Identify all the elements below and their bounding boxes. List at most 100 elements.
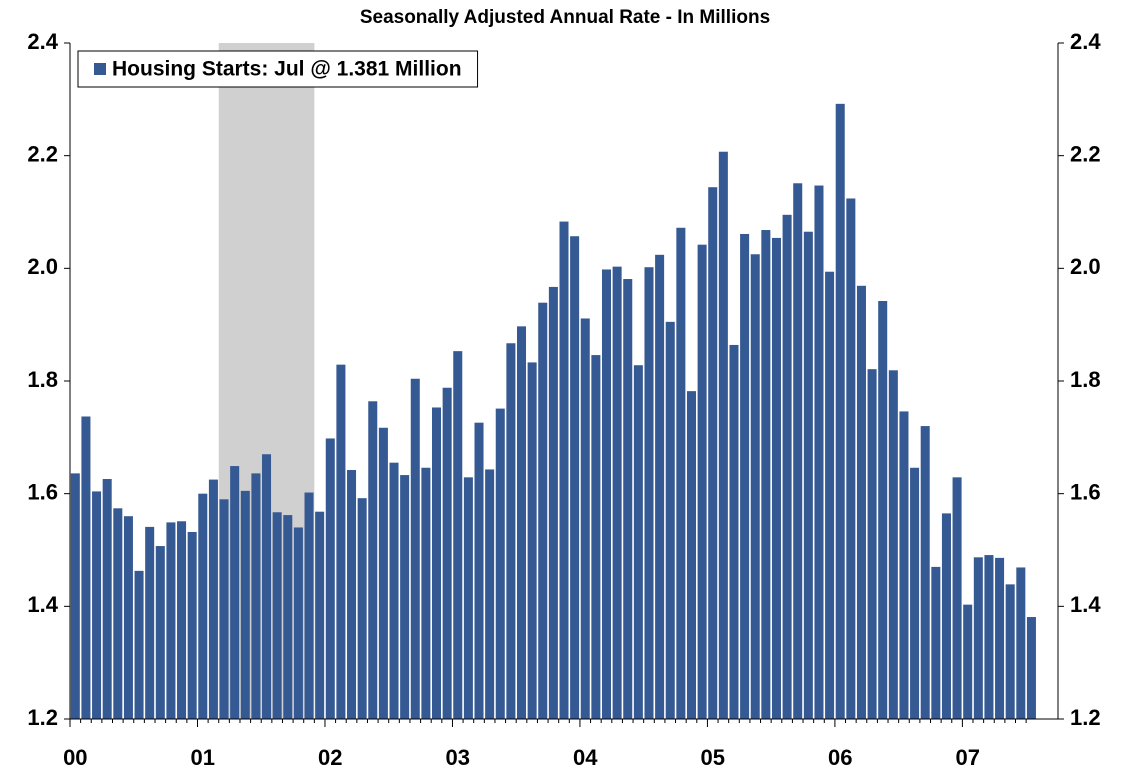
bar [155, 546, 165, 719]
bar [803, 231, 813, 719]
bar [145, 526, 155, 719]
bar [995, 557, 1005, 719]
bar [655, 254, 665, 719]
bar [347, 470, 357, 719]
bar [495, 408, 505, 719]
x-tick-label: 00 [63, 745, 87, 770]
bar [463, 477, 473, 719]
bar [177, 521, 187, 719]
bar [665, 321, 675, 719]
bar [941, 513, 951, 719]
y-tick-label: 2.0 [27, 254, 58, 279]
bar [251, 473, 261, 719]
bar [718, 151, 728, 719]
bar [963, 604, 973, 719]
bar [814, 185, 824, 720]
bar [432, 407, 442, 719]
bar [357, 498, 367, 719]
bar [623, 279, 633, 719]
bar [793, 183, 803, 719]
bar [708, 187, 718, 720]
bar [474, 422, 484, 719]
bar [453, 351, 463, 719]
bar [283, 515, 293, 719]
bar [984, 555, 994, 719]
legend-box [77, 50, 479, 88]
bar [548, 286, 558, 719]
bar [113, 508, 123, 719]
bar [612, 266, 622, 719]
bar [835, 103, 845, 720]
y2-tick-label: 2.2 [1070, 141, 1101, 166]
bar [676, 227, 686, 720]
x-tick-label: 06 [828, 745, 852, 770]
y2-tick-label: 2.4 [1070, 29, 1101, 54]
bar [761, 230, 771, 719]
bar [315, 511, 325, 719]
bar [506, 343, 516, 719]
bar [187, 531, 197, 719]
bar [899, 411, 909, 719]
y-tick-label: 2.4 [27, 29, 58, 54]
y-tick-label: 1.6 [27, 479, 58, 504]
bar [389, 462, 399, 719]
bar [750, 254, 760, 719]
y-tick-label: 1.4 [27, 592, 58, 617]
bar [825, 271, 835, 719]
x-tick-label: 01 [191, 745, 215, 770]
bar [559, 221, 569, 719]
bar [782, 214, 792, 720]
x-tick-label: 03 [446, 745, 470, 770]
bar [442, 387, 452, 719]
bar [952, 477, 962, 719]
bar [633, 365, 643, 719]
bar [368, 401, 378, 719]
x-tick-label: 05 [700, 745, 724, 770]
y-tick-label: 1.2 [27, 705, 58, 730]
x-tick-label: 04 [573, 745, 598, 770]
bar [400, 475, 410, 719]
bar [686, 391, 696, 719]
bar [92, 491, 102, 719]
bar [973, 557, 983, 719]
x-tick-label: 02 [318, 745, 342, 770]
y2-tick-label: 1.8 [1070, 367, 1101, 392]
y-tick-label: 1.8 [27, 367, 58, 392]
bar [591, 355, 601, 719]
y2-tick-label: 1.4 [1070, 592, 1101, 617]
bar [123, 516, 133, 719]
y2-tick-label: 2.0 [1070, 254, 1101, 279]
bar [538, 302, 548, 719]
bar [601, 269, 612, 719]
bar [931, 566, 941, 719]
bar [846, 198, 856, 720]
bar [134, 570, 144, 719]
bar [304, 492, 314, 719]
bar [198, 493, 208, 719]
bar [485, 469, 495, 719]
legend-label: Housing Starts: Jul @ 1.381 Million [112, 58, 462, 81]
x-tick-label: 07 [955, 745, 979, 770]
bar [856, 285, 866, 719]
bar [421, 467, 431, 719]
bar [272, 512, 282, 719]
bar [644, 267, 654, 719]
bar [697, 244, 707, 719]
bar [70, 473, 80, 719]
bar [230, 466, 240, 719]
bar [1026, 617, 1036, 719]
bar [1016, 567, 1026, 719]
bar [410, 378, 420, 719]
bar [910, 467, 920, 719]
legend-swatch [94, 63, 106, 75]
bar [570, 236, 580, 719]
bar [102, 479, 112, 719]
bar [729, 344, 739, 719]
bar [878, 301, 888, 719]
y2-tick-label: 1.2 [1070, 705, 1101, 730]
bar [888, 370, 898, 719]
bar [527, 362, 537, 719]
bar [219, 499, 229, 719]
